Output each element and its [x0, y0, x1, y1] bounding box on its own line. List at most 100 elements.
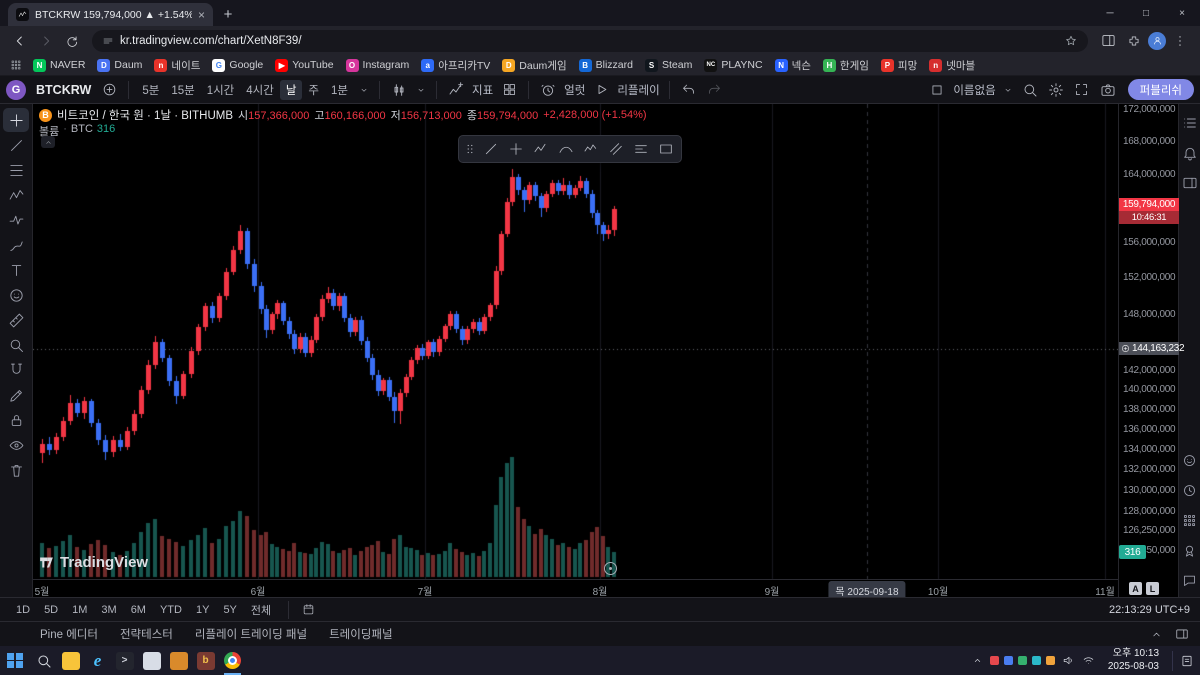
range-button[interactable]: 전체 [250, 604, 272, 617]
bookmark-item[interactable]: D Daum게임 [497, 57, 571, 74]
interval-button[interactable]: 1시간 [206, 84, 235, 97]
hide-drawings-tool[interactable] [3, 433, 29, 457]
zigzag-icon[interactable] [578, 137, 603, 161]
remove-drawings-tool[interactable] [3, 458, 29, 482]
go-to-date-icon[interactable] [300, 598, 316, 622]
interval-button[interactable]: 주 [308, 84, 319, 97]
internet-explorer-taskbar-icon[interactable]: e [93, 650, 102, 670]
layout-name[interactable]: 이름없음 [953, 84, 996, 97]
expand-panel-icon[interactable] [1148, 622, 1164, 646]
indicators-icon[interactable] [444, 78, 468, 102]
bookmark-item[interactable]: n 넷마블 [924, 57, 980, 74]
site-info-icon[interactable] [102, 35, 114, 47]
drag-handle-icon[interactable] [462, 137, 478, 161]
reload-icon[interactable] [60, 29, 84, 53]
emoji-tool[interactable] [3, 283, 29, 307]
search-icon[interactable] [1018, 78, 1042, 102]
price-level-badge[interactable]: 144,163,232 [1119, 342, 1185, 356]
omnibox[interactable]: kr.tradingview.com/chart/XetN8F39/ [92, 29, 1088, 52]
alert-icon[interactable] [536, 78, 560, 102]
panel-tab[interactable]: Pine 에디터 [40, 629, 98, 641]
chart-area[interactable]: B 비트코인 / 한국 원 · 1날 · BITHUMB 시157,366,00… [33, 104, 1118, 600]
magnet-tool[interactable] [3, 358, 29, 382]
layout-templates-icon[interactable] [497, 78, 521, 102]
url-text[interactable]: kr.tradingview.com/chart/XetN8F39/ [120, 34, 302, 47]
forward-icon[interactable] [34, 29, 58, 53]
polyline-icon[interactable] [528, 137, 553, 161]
interval-button[interactable]: 5분 [142, 84, 160, 97]
flat-channel-icon[interactable] [628, 137, 653, 161]
apps-grid-icon[interactable] [8, 53, 24, 77]
watchlist-icon[interactable] [1181, 114, 1199, 132]
curve-icon[interactable] [553, 137, 578, 161]
tray-app-icon[interactable] [1003, 656, 1013, 665]
settings-gear-icon[interactable] [1044, 78, 1068, 102]
panel-tab[interactable]: 전략테스터 [119, 629, 173, 641]
smiley-icon[interactable] [1181, 451, 1199, 469]
bookmark-item[interactable]: N NAVER [28, 57, 90, 74]
bookmark-item[interactable]: D Daum [92, 57, 147, 74]
file-explorer-taskbar-icon[interactable] [57, 646, 84, 675]
photos-taskbar-icon[interactable] [138, 646, 165, 675]
panel-tab[interactable]: 리플레이 트레이딩 패널 [194, 629, 308, 641]
log-scale-button[interactable]: L [1146, 582, 1159, 595]
browser-tab[interactable]: BTCKRW 159,794,000 ▲ +1.54% × [8, 3, 213, 26]
interval-button[interactable]: 1분 [331, 84, 348, 97]
panels-icon[interactable] [1181, 174, 1199, 192]
bookmark-item[interactable]: N 넥슨 [770, 57, 816, 74]
prediction-tool[interactable] [3, 208, 29, 232]
interval-button[interactable]: 4시간 [246, 84, 274, 97]
new-tab-button[interactable]: + [223, 5, 233, 23]
back-icon[interactable] [8, 29, 32, 53]
date-axis[interactable]: 목 2025-09-18 5월 6월 7월 8월 9월 10월 11월 [33, 579, 1118, 600]
range-button[interactable]: 5Y [223, 603, 237, 616]
chat-icon[interactable] [1181, 571, 1199, 589]
alert-label[interactable]: 얼럿 [564, 84, 586, 97]
brush-tool[interactable] [3, 233, 29, 257]
volume-legend[interactable]: 볼륨 · BTC 316 [39, 123, 116, 138]
terminal-taskbar-icon[interactable]: > [111, 646, 138, 675]
zoom-in-tool[interactable] [3, 333, 29, 357]
extensions-icon[interactable] [1122, 29, 1146, 53]
symbol-button[interactable]: BTCKRW [36, 82, 92, 97]
profile-avatar[interactable] [1148, 31, 1166, 50]
replay-label[interactable]: 리플레이 [617, 84, 660, 97]
cross-line-icon[interactable] [503, 137, 528, 161]
xabcd-pattern-tool[interactable] [3, 183, 29, 207]
start-button[interactable] [0, 646, 30, 675]
taskbar-clock[interactable]: 오후 10:13 2025-08-03 [1107, 648, 1159, 672]
symbol-legend[interactable]: B 비트코인 / 한국 원 · 1날 · BITHUMB 시157,366,00… [39, 107, 647, 123]
notification-center-icon[interactable] [1180, 654, 1194, 668]
bookmark-item[interactable]: P 피망 [876, 57, 922, 74]
range-button[interactable]: 1Y [195, 603, 210, 616]
bookmark-item[interactable]: a 아프리카TV [416, 57, 495, 74]
interval-button[interactable]: 날 [279, 79, 303, 100]
user-menu-avatar[interactable]: G [6, 79, 26, 100]
range-button[interactable]: 5D [44, 603, 59, 616]
bookmark-item[interactable]: n 네이트 [149, 57, 205, 74]
lock-drawings-tool[interactable] [3, 408, 29, 432]
panel-tab[interactable]: 트레이딩패널 [329, 629, 393, 641]
bookmark-item[interactable]: B Blizzard [574, 57, 638, 74]
bookmark-star-icon[interactable] [1064, 34, 1078, 48]
layout-dropdown-icon[interactable] [1000, 78, 1016, 102]
publish-button[interactable]: 퍼블리쉬 [1127, 79, 1194, 100]
range-button[interactable]: YTD [159, 603, 182, 616]
parallel-channel-icon[interactable] [603, 137, 628, 161]
fullscreen-icon[interactable] [1070, 78, 1094, 102]
bookmark-item[interactable]: ▶ YouTube [270, 57, 338, 74]
capture-taskbar-icon[interactable]: b [192, 646, 219, 675]
rectangle-icon[interactable] [653, 137, 678, 161]
bookmark-item[interactable]: H 한게임 [818, 57, 874, 74]
side-panel-icon[interactable] [1096, 29, 1120, 53]
window-close-button[interactable]: × [1179, 7, 1185, 19]
window-minimize-button[interactable]: ─ [1106, 7, 1114, 19]
auto-scale-button[interactable]: A [1129, 582, 1142, 595]
apps-icon[interactable] [1181, 511, 1199, 529]
interval-button[interactable]: 15분 [171, 84, 195, 97]
snapshot-camera-icon[interactable] [1096, 78, 1120, 102]
alerts-icon[interactable] [1181, 144, 1199, 162]
candlestick-chart-canvas[interactable] [33, 104, 1118, 597]
tray-app-icon[interactable] [1031, 656, 1041, 665]
trend-line-tool[interactable] [3, 133, 29, 157]
